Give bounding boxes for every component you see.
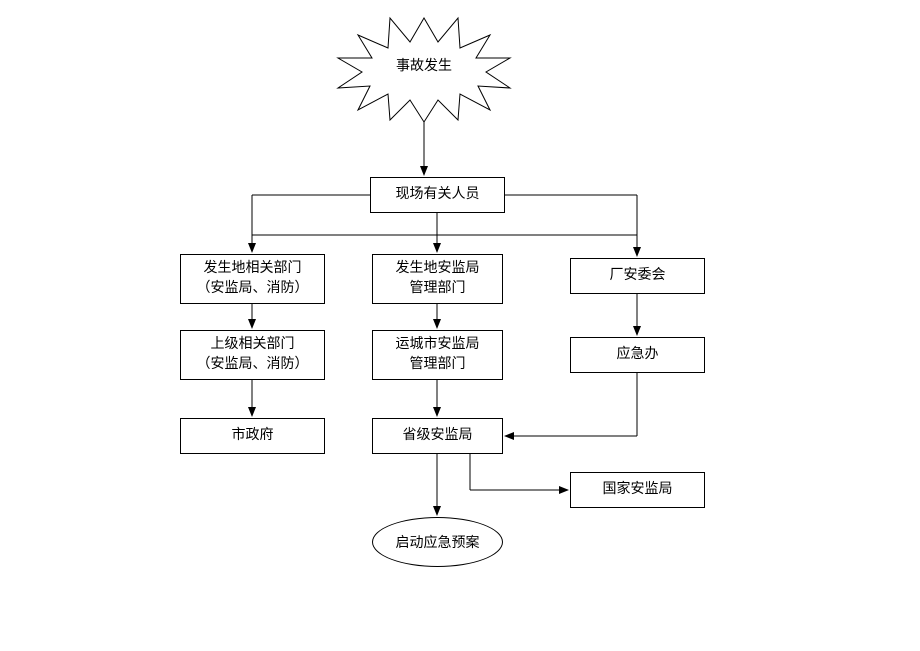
node-scene: 现场有关人员 [370, 177, 505, 213]
node-local-dept: 发生地相关部门 （安监局、消防） [180, 254, 325, 304]
node-national-safety: 国家安监局 [570, 472, 705, 508]
node-upper-dept: 上级相关部门 （安监局、消防） [180, 330, 325, 380]
node-start-label: 事故发生 [394, 55, 454, 75]
node-city-gov: 市政府 [180, 418, 325, 454]
node-factory-committee: 厂安委会 [570, 258, 705, 294]
node-yuncheng-safety: 运城市安监局 管理部门 [372, 330, 503, 380]
node-activate-plan: 启动应急预案 [372, 517, 503, 567]
node-emergency-office: 应急办 [570, 337, 705, 373]
node-local-safety: 发生地安监局 管理部门 [372, 254, 503, 304]
node-province-safety: 省级安监局 [372, 418, 503, 454]
